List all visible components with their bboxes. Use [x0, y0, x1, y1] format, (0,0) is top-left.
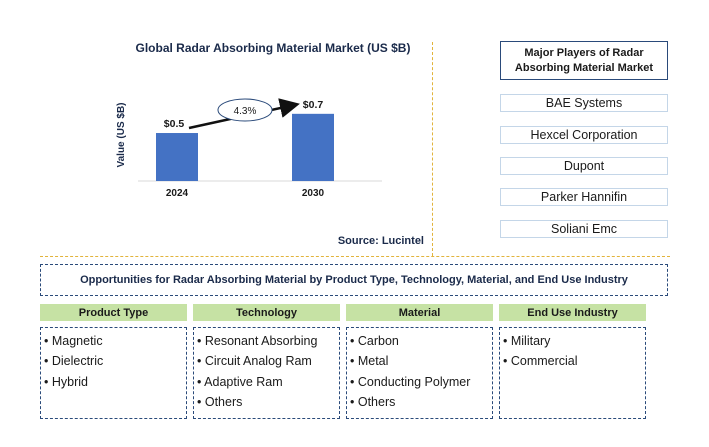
- horizontal-divider: [40, 256, 670, 257]
- growth-rate-ellipse: [217, 98, 273, 122]
- player-bae-systems: BAE Systems: [500, 94, 668, 112]
- bar-value-label: $0.7: [303, 99, 324, 111]
- category-header-technology: Technology: [193, 304, 340, 321]
- opportunities-title: Opportunities for Radar Absorbing Materi…: [40, 264, 668, 296]
- category-header-product-type: Product Type: [40, 304, 187, 321]
- x-tick-label: 2030: [302, 188, 325, 199]
- list-item: • Conducting Polymer: [350, 374, 471, 389]
- player-dupont: Dupont: [500, 157, 668, 175]
- list-item: • Magnetic: [44, 334, 103, 348]
- chart-source: Source: Lucintel: [337, 235, 424, 247]
- growth-rate-label: 4.3%: [234, 106, 257, 117]
- bar-2030: [292, 113, 334, 181]
- category-header-material: Material: [346, 304, 493, 321]
- list-item: • Others: [197, 394, 243, 409]
- players-title: Major Players of Radar Absorbing Materia…: [500, 41, 668, 80]
- list-item: • Military: [503, 334, 551, 348]
- list-item: • Commercial: [503, 354, 578, 369]
- bar-value-label: $0.5: [164, 118, 185, 130]
- list-item: • Dielectric: [44, 354, 104, 369]
- chart-title: Global Radar Absorbing Material Market (…: [135, 41, 411, 55]
- category-list-end-use-industry: • Military • Commercial: [499, 327, 646, 419]
- list-item: • Adaptive Ram: [197, 374, 283, 389]
- category-header-end-use-industry: End Use Industry: [499, 304, 646, 321]
- list-item: • Carbon: [350, 334, 399, 348]
- list-item: • Others: [350, 394, 396, 409]
- x-tick-label: 2024: [166, 188, 189, 199]
- player-soliani-emc: Soliani Emc: [500, 220, 668, 238]
- category-list-material: • Carbon • Metal • Conducting Polymer • …: [346, 327, 493, 419]
- player-hexcel-corporation: Hexcel Corporation: [500, 126, 668, 144]
- bar-chart: Value (US $B) $0.5 2024 $0.7 2030 4.3%: [116, 98, 382, 199]
- player-parker-hannifin: Parker Hannifin: [500, 188, 668, 206]
- vertical-divider: [432, 42, 433, 256]
- list-item: • Resonant Absorbing: [197, 334, 318, 348]
- list-item: • Circuit Analog Ram: [197, 354, 312, 369]
- bar-2024: [156, 133, 198, 181]
- list-item: • Metal: [350, 354, 389, 369]
- category-list-product-type: • Magnetic • Dielectric • Hybrid: [40, 327, 187, 419]
- category-list-technology: • Resonant Absorbing • Circuit Analog Ra…: [193, 327, 340, 419]
- y-axis-label: Value (US $B): [116, 102, 127, 167]
- list-item: • Hybrid: [44, 374, 88, 389]
